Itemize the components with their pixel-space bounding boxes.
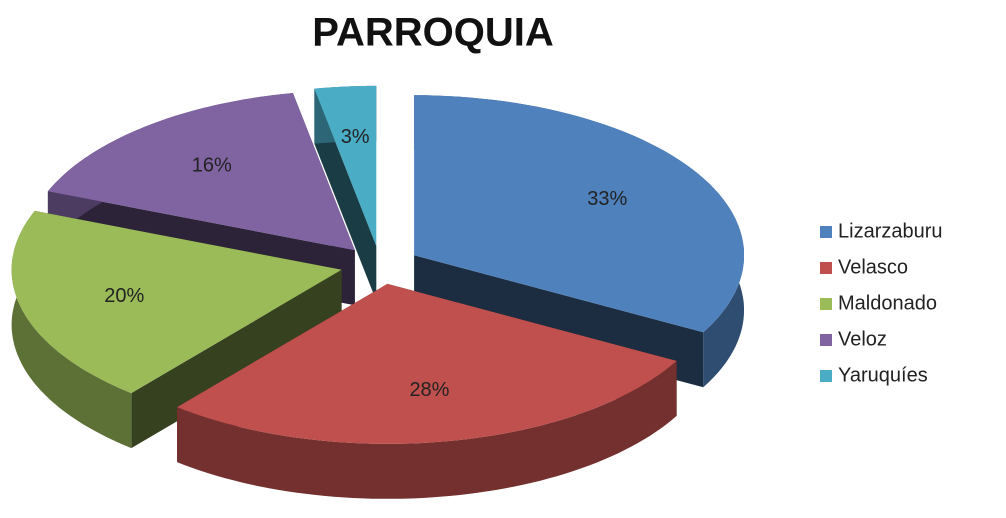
slice bbox=[314, 85, 377, 246]
chart-title: PARROQUIA bbox=[312, 11, 553, 55]
slice-side bbox=[177, 360, 677, 499]
slice bbox=[47, 93, 355, 251]
data-label: 33% bbox=[587, 188, 627, 210]
slice bbox=[11, 210, 342, 394]
legend-label: Lizarzaburu bbox=[838, 220, 943, 242]
legend-label: Velasco bbox=[838, 256, 908, 278]
slice-side bbox=[11, 210, 132, 449]
legend-swatch bbox=[820, 334, 832, 346]
data-label: 16% bbox=[192, 155, 232, 177]
legend-label: Veloz bbox=[838, 328, 887, 350]
data-label: 3% bbox=[341, 126, 370, 148]
data-label: 20% bbox=[104, 285, 144, 307]
slice bbox=[414, 95, 744, 333]
legend-label: Maldonado bbox=[838, 292, 937, 314]
legend-label: Yaruquíes bbox=[838, 364, 928, 386]
legend-swatch bbox=[820, 298, 832, 310]
legend-swatch bbox=[820, 262, 832, 274]
slice bbox=[177, 283, 677, 444]
data-label: 28% bbox=[409, 379, 449, 401]
legend-swatch bbox=[820, 370, 832, 382]
legend-swatch bbox=[820, 226, 832, 238]
